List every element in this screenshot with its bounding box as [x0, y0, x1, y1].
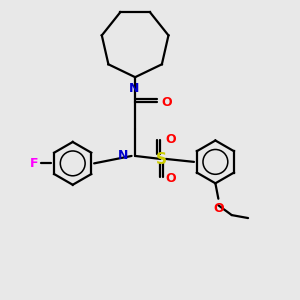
Text: S: S — [155, 152, 167, 167]
Text: F: F — [29, 157, 38, 170]
Text: N: N — [128, 82, 139, 94]
Text: O: O — [214, 202, 224, 215]
Text: N: N — [118, 149, 129, 162]
Text: O: O — [161, 96, 172, 109]
Text: O: O — [166, 172, 176, 185]
Text: O: O — [166, 133, 176, 146]
